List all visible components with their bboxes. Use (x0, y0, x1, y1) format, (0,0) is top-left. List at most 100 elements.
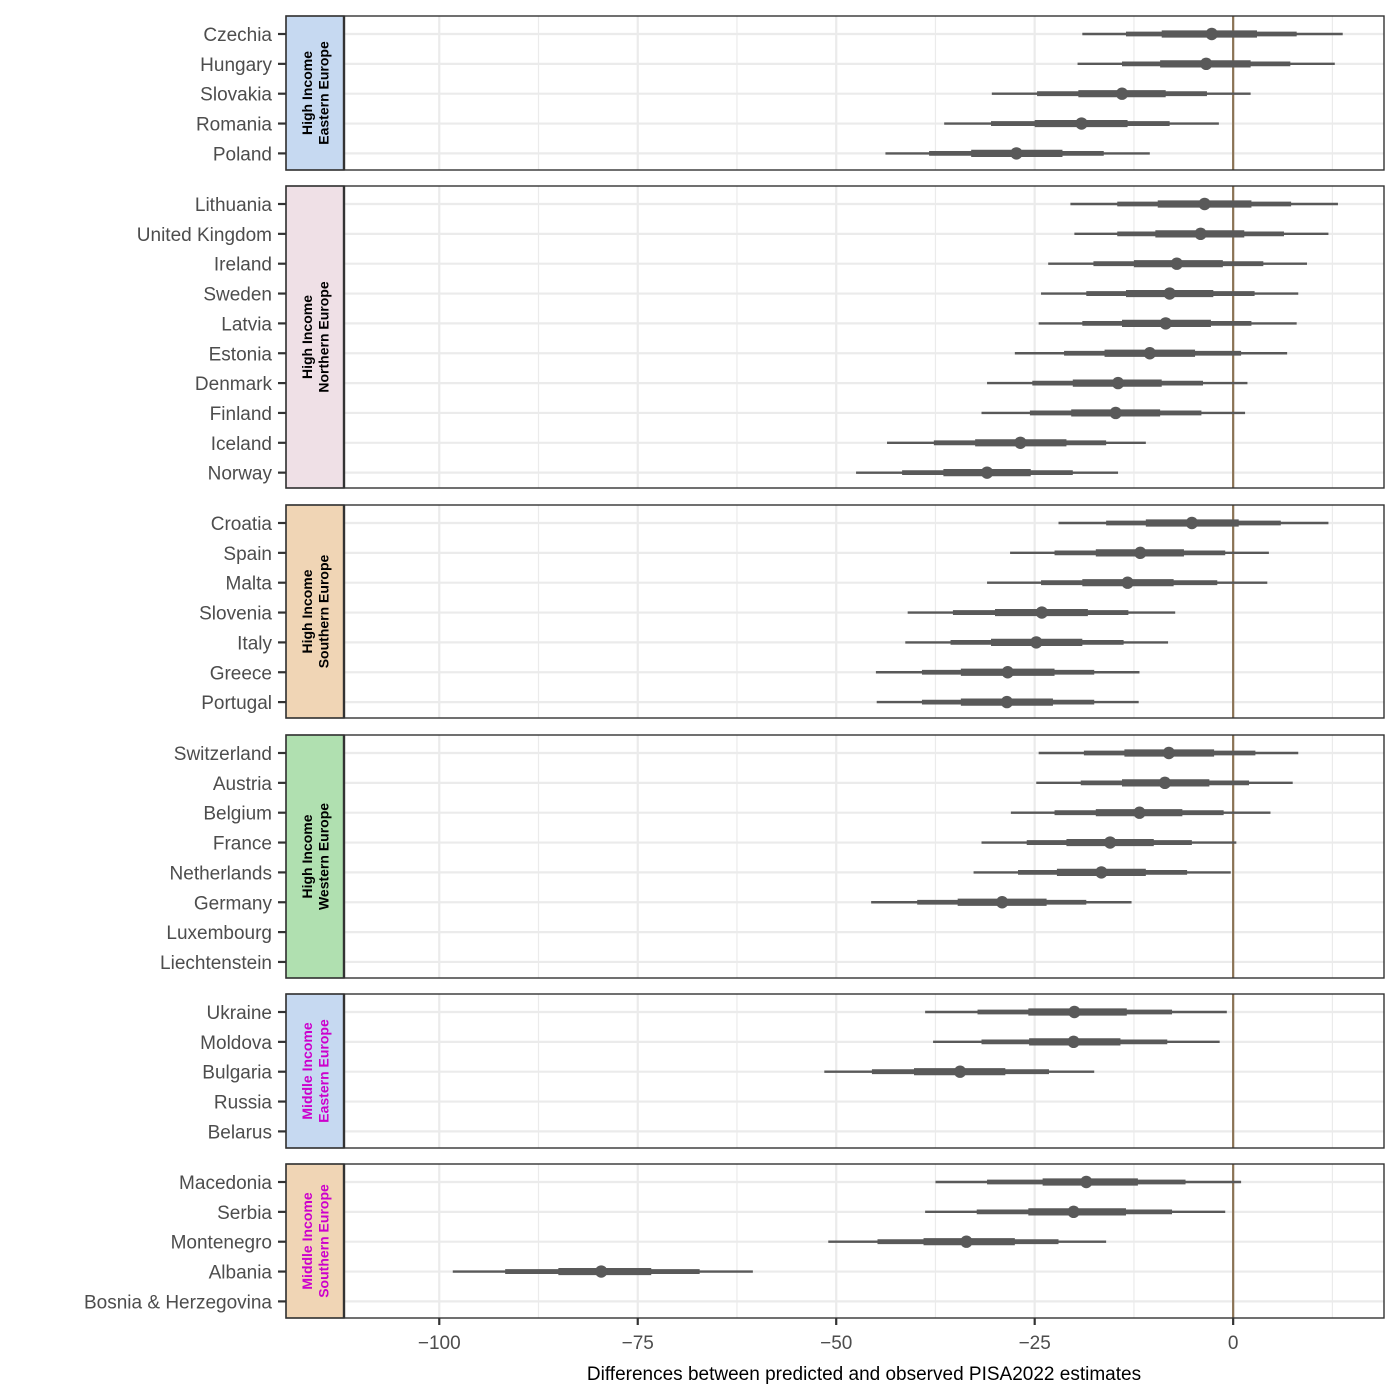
point-estimate (1158, 776, 1172, 790)
interval-bulgaria (824, 1065, 1095, 1078)
interval-greece (875, 666, 1140, 679)
point-estimate (960, 1235, 973, 1248)
country-label: France (213, 834, 272, 855)
point-estimate (1199, 57, 1213, 71)
interval-norway (856, 466, 1119, 479)
strip-label-line2: Southern Europe (315, 555, 331, 669)
interval-sweden (1041, 287, 1299, 300)
point-estimate (1170, 257, 1183, 270)
interval-romania (944, 117, 1219, 130)
interval-slovenia (907, 606, 1176, 619)
strip-label-line2: Northern Europe (315, 281, 331, 392)
panel-background (344, 735, 1384, 978)
country-label: Estonia (209, 344, 273, 365)
interval-france (981, 836, 1237, 849)
strip-label: High IncomeWestern Europe (299, 803, 331, 910)
panel-border (285, 185, 1385, 489)
interval-netherlands (973, 866, 1231, 879)
strip-label: High IncomeEastern Europe (299, 41, 331, 145)
x-tick-label: 0 (1228, 1333, 1239, 1354)
interval-denmark (987, 376, 1248, 390)
point-estimate (1067, 1035, 1080, 1049)
point-estimate (980, 466, 994, 479)
point-estimate (1134, 546, 1147, 560)
country-label: Luxembourg (166, 923, 272, 944)
panel-border (285, 993, 1385, 1149)
country-label: Croatia (211, 514, 273, 535)
interval-slovakia (991, 87, 1251, 100)
interval-poland (885, 147, 1150, 160)
panel-border (285, 734, 1385, 979)
strip-label: Middle IncomeEastern Europe (299, 1019, 331, 1123)
interval-malta (987, 576, 1268, 589)
interval-moldova (933, 1035, 1220, 1049)
interval-switzerland (1038, 746, 1299, 760)
country-label: Sweden (203, 285, 272, 306)
interval-spain (1010, 546, 1269, 560)
point-estimate (1030, 636, 1043, 649)
country-label: Bosnia & Herzegovina (84, 1292, 272, 1313)
country-label: Romania (196, 115, 272, 136)
strip-label-line2: Eastern Europe (315, 1019, 331, 1123)
strip-label-line1: High Income (299, 569, 315, 653)
strip-label: Middle IncomeSouthern Europe (299, 1184, 331, 1298)
strip-label-line1: High Income (299, 814, 315, 898)
point-estimate (1111, 376, 1125, 390)
country-label: Portugal (201, 693, 272, 714)
point-estimate (953, 1065, 967, 1078)
country-label: Switzerland (174, 744, 272, 765)
interval-montenegro (828, 1235, 1107, 1248)
country-label: Italy (237, 633, 272, 654)
strip-label-line1: High Income (299, 51, 315, 135)
country-label: Liechtenstein (160, 953, 272, 974)
strip-label-line1: Middle Income (299, 1192, 315, 1289)
country-label: Austria (213, 774, 273, 795)
interval-macedonia (935, 1175, 1242, 1189)
country-label: Belgium (203, 804, 272, 825)
point-estimate (1103, 836, 1117, 849)
point-estimate (1068, 1005, 1081, 1019)
point-estimate (1080, 1175, 1093, 1189)
country-label: Bulgaria (202, 1063, 272, 1084)
panel-high-income-southern-europe: Croatia Spain Malta Slovenia Italy Greece Port… (199, 504, 1385, 719)
country-label: Netherlands (170, 863, 272, 884)
interval-estonia (1014, 347, 1288, 360)
point-estimate (1198, 197, 1211, 211)
x-tick-label: −75 (622, 1333, 654, 1354)
country-label: Serbia (217, 1203, 272, 1224)
interval-austria (1036, 776, 1293, 790)
interval-czechia (1082, 27, 1343, 41)
country-label: Russia (214, 1093, 273, 1114)
country-label: Germany (194, 893, 273, 914)
country-label: Finland (210, 404, 272, 425)
point-estimate (1075, 117, 1088, 130)
point-estimate (1109, 406, 1122, 420)
panel-border (285, 504, 1385, 719)
panel-middle-income-eastern-europe: Ukraine Moldova Bulgaria Russia Belarus Middl… (200, 993, 1385, 1149)
country-label: Montenegro (171, 1233, 272, 1254)
chart-panels: Czechia Hungary Slovakia Romania Poland High … (84, 15, 1385, 1319)
panel-high-income-eastern-europe: Czechia Hungary Slovakia Romania Poland High … (196, 15, 1385, 171)
country-label: Moldova (200, 1033, 272, 1054)
strip-label-line1: High Income (299, 295, 315, 379)
point-estimate (1143, 347, 1157, 360)
point-estimate (1001, 666, 1014, 679)
point-estimate (1115, 87, 1129, 100)
interval-belgium (1010, 806, 1271, 819)
country-label: Hungary (200, 55, 272, 76)
strip-label-line1: Middle Income (299, 1022, 315, 1119)
interval-ukraine (925, 1005, 1227, 1019)
interval-albania (452, 1265, 753, 1278)
strip-label: High IncomeSouthern Europe (299, 555, 331, 669)
country-label: United Kingdom (137, 225, 272, 246)
point-estimate (1121, 576, 1134, 589)
interval-portugal (876, 695, 1139, 709)
country-label: Belarus (208, 1122, 272, 1143)
interval-croatia (1058, 516, 1329, 530)
panel-middle-income-southern-europe: Macedonia Serbia Montenegro Albania Bosnia &… (84, 1163, 1385, 1319)
country-label: Albania (209, 1263, 273, 1284)
interval-united-kingdom (1074, 227, 1329, 241)
point-estimate (1014, 436, 1027, 449)
country-label: Slovenia (199, 604, 272, 625)
